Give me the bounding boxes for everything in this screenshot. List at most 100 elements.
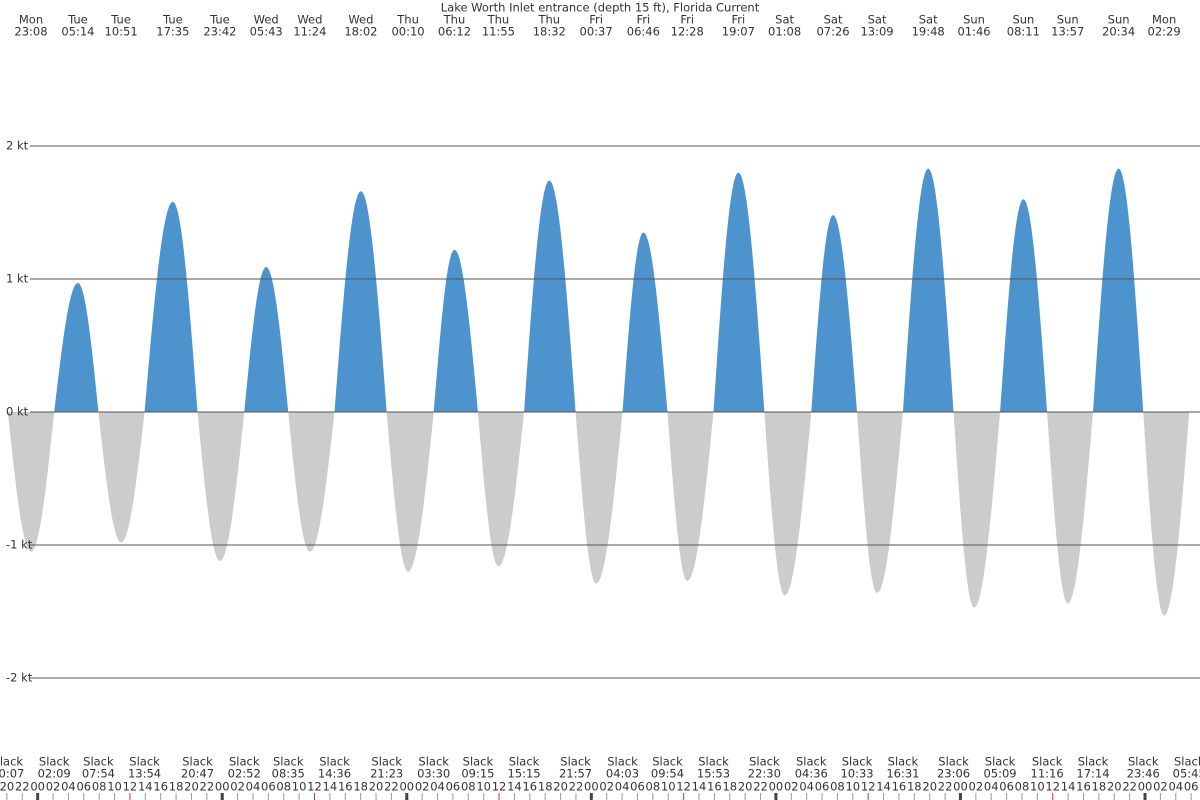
extreme-time: 06:12 [438, 25, 471, 39]
current-lobe [54, 282, 99, 412]
slack-label: Slack [39, 755, 70, 769]
hour-label: 02 [969, 780, 984, 794]
slack-time: 21:23 [370, 767, 403, 781]
extreme-day: Tue [209, 13, 230, 27]
current-lobe [386, 412, 434, 572]
slack-label: Slack [129, 755, 160, 769]
current-lobe [477, 412, 525, 567]
hour-label: 08 [646, 780, 661, 794]
hour-label: 00 [399, 780, 414, 794]
slack-time: 07:54 [82, 767, 115, 781]
hour-label: 16 [892, 780, 907, 794]
hour-label: 20 [1107, 780, 1122, 794]
slack-time: 05:09 [983, 767, 1016, 781]
slack-time: 03:30 [417, 767, 450, 781]
current-lobe [857, 412, 903, 593]
hour-label: 18 [1092, 780, 1107, 794]
current-lobe [1143, 412, 1190, 616]
extreme-day: Fri [589, 13, 603, 27]
slack-time: 15:15 [507, 767, 540, 781]
slack-time: 21:57 [559, 767, 592, 781]
extreme-time: 19:48 [912, 25, 945, 39]
hour-label: 02 [415, 780, 430, 794]
hour-label: 22 [200, 780, 215, 794]
slack-time: 23:06 [937, 767, 970, 781]
extreme-day: Tue [162, 13, 183, 27]
hour-label: 20 [0, 780, 14, 794]
extreme-time: 18:02 [344, 25, 377, 39]
slack-time: 16:31 [886, 767, 919, 781]
hour-label: 06 [446, 780, 461, 794]
slack-label: Slack [319, 755, 350, 769]
current-lobe [144, 201, 198, 412]
current-lobe [433, 249, 478, 412]
current-lobe [667, 412, 714, 581]
extreme-time: 17:35 [156, 25, 189, 39]
slack-label: Slack [749, 755, 780, 769]
slack-time: 02:09 [38, 767, 71, 781]
slack-label: Slack [796, 755, 827, 769]
current-lobe [244, 267, 289, 412]
extreme-time: 01:46 [957, 25, 990, 39]
hour-label: 20 [738, 780, 753, 794]
extreme-day: Sat [868, 13, 887, 27]
extreme-day: Fri [680, 13, 694, 27]
hour-label: 00 [584, 780, 599, 794]
current-lobe [197, 412, 245, 561]
hour-label: 16 [338, 780, 353, 794]
hour-label: 10 [292, 780, 307, 794]
current-lobe [1092, 168, 1144, 412]
hour-label: 10 [845, 780, 860, 794]
hour-label: 16 [707, 780, 722, 794]
extreme-time: 00:10 [391, 25, 424, 39]
y-tick-label: 0 kt [6, 405, 29, 419]
hour-label: 04 [1168, 780, 1183, 794]
y-tick-label: 1 kt [6, 272, 29, 286]
slack-time: 20:07 [0, 767, 24, 781]
slack-label: Slack [985, 755, 1016, 769]
slack-label: Slack [842, 755, 873, 769]
slack-time: 04:36 [795, 767, 828, 781]
slack-time: 14:36 [318, 767, 351, 781]
hour-label: 08 [1015, 780, 1030, 794]
extreme-day: Sun [1108, 13, 1130, 27]
hour-label: 10 [107, 780, 122, 794]
hour-label: 22 [569, 780, 584, 794]
hour-label: 16 [522, 780, 537, 794]
hour-label: 12 [492, 780, 507, 794]
chart-title: Lake Worth Inlet entrance (depth 15 ft),… [441, 1, 760, 15]
extreme-day: Sun [1057, 13, 1079, 27]
hour-label: 22 [384, 780, 399, 794]
hour-label: 12 [861, 780, 876, 794]
slack-label: Slack [509, 755, 540, 769]
extreme-day: Mon [1152, 13, 1176, 27]
current-lobe [811, 215, 858, 412]
extreme-time: 18:32 [533, 25, 566, 39]
y-tick-label: -1 kt [6, 538, 33, 552]
extreme-day: Thu [537, 13, 560, 27]
extreme-time: 12:28 [671, 25, 704, 39]
y-tick-label: -2 kt [6, 671, 33, 685]
slack-label: Slack [273, 755, 304, 769]
hour-label: 08 [276, 780, 291, 794]
slack-time: 17:14 [1076, 767, 1109, 781]
hour-label: 20 [922, 780, 937, 794]
hour-label: 16 [153, 780, 168, 794]
hour-label: 18 [169, 780, 184, 794]
slack-time: 10:33 [840, 767, 873, 781]
extreme-time: 05:14 [61, 25, 94, 39]
hour-label: 04 [246, 780, 261, 794]
current-lobe [902, 168, 954, 412]
extreme-day: Tue [110, 13, 131, 27]
extreme-day: Thu [396, 13, 419, 27]
slack-label: Slack [0, 755, 23, 769]
hour-label: 16 [1076, 780, 1091, 794]
hour-label: 20 [369, 780, 384, 794]
hour-label: 12 [1045, 780, 1060, 794]
current-lobe [1000, 199, 1048, 412]
slack-label: Slack [938, 755, 969, 769]
hour-label: 18 [538, 780, 553, 794]
hour-label: 14 [1061, 780, 1076, 794]
slack-time: 20:47 [181, 767, 214, 781]
